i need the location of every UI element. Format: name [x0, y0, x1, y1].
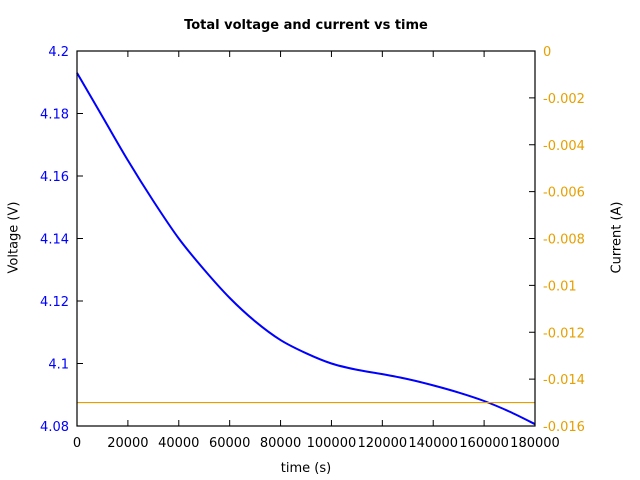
x-tick-label: 60000 — [209, 436, 250, 451]
tick-layer: 0 20000 40000 60000 80000 100000 120000 140000 1… — [40, 45, 585, 451]
x-tick-label: 100000 — [307, 436, 357, 451]
y-tick-label: 4.12 — [40, 295, 69, 310]
x-tick-label: 0 — [73, 436, 81, 451]
voltage-line — [76, 72, 536, 426]
x-tick-label: 80000 — [260, 436, 301, 451]
y2-tick-label: -0.016 — [543, 420, 585, 435]
plot-frame — [76, 50, 536, 427]
y-tick-label: 4.14 — [40, 233, 69, 248]
y-tick-label: 4.08 — [40, 420, 69, 435]
series-layer — [76, 72, 536, 426]
y-tick-label: 4.18 — [40, 108, 69, 123]
x-tick-label: 140000 — [408, 436, 458, 451]
y-tick-label: 4.16 — [40, 170, 69, 185]
x-tick-label: 180000 — [510, 436, 560, 451]
x-tick-label: 40000 — [158, 436, 199, 451]
y-tick-label: 4.1 — [48, 358, 69, 373]
y2-tick-label: -0.012 — [543, 326, 585, 341]
y2-tick-label: -0.01 — [543, 279, 577, 294]
x-tick-label: 160000 — [459, 436, 509, 451]
y2-tick-label: 0 — [543, 45, 551, 60]
y2-tick-label: -0.002 — [543, 92, 585, 107]
y2-tick-label: -0.008 — [543, 233, 585, 248]
y2-tick-label: -0.006 — [543, 186, 585, 201]
y2-tick-label: -0.014 — [543, 373, 585, 388]
x-tick-label: 20000 — [107, 436, 148, 451]
y2-tick-label: -0.004 — [543, 139, 585, 154]
y-tick-label: 4.2 — [48, 45, 69, 60]
x-axis-label: time (s) — [280, 461, 332, 476]
chart-title: Total voltage and current vs time — [184, 18, 428, 33]
x-tick-label: 120000 — [358, 436, 408, 451]
